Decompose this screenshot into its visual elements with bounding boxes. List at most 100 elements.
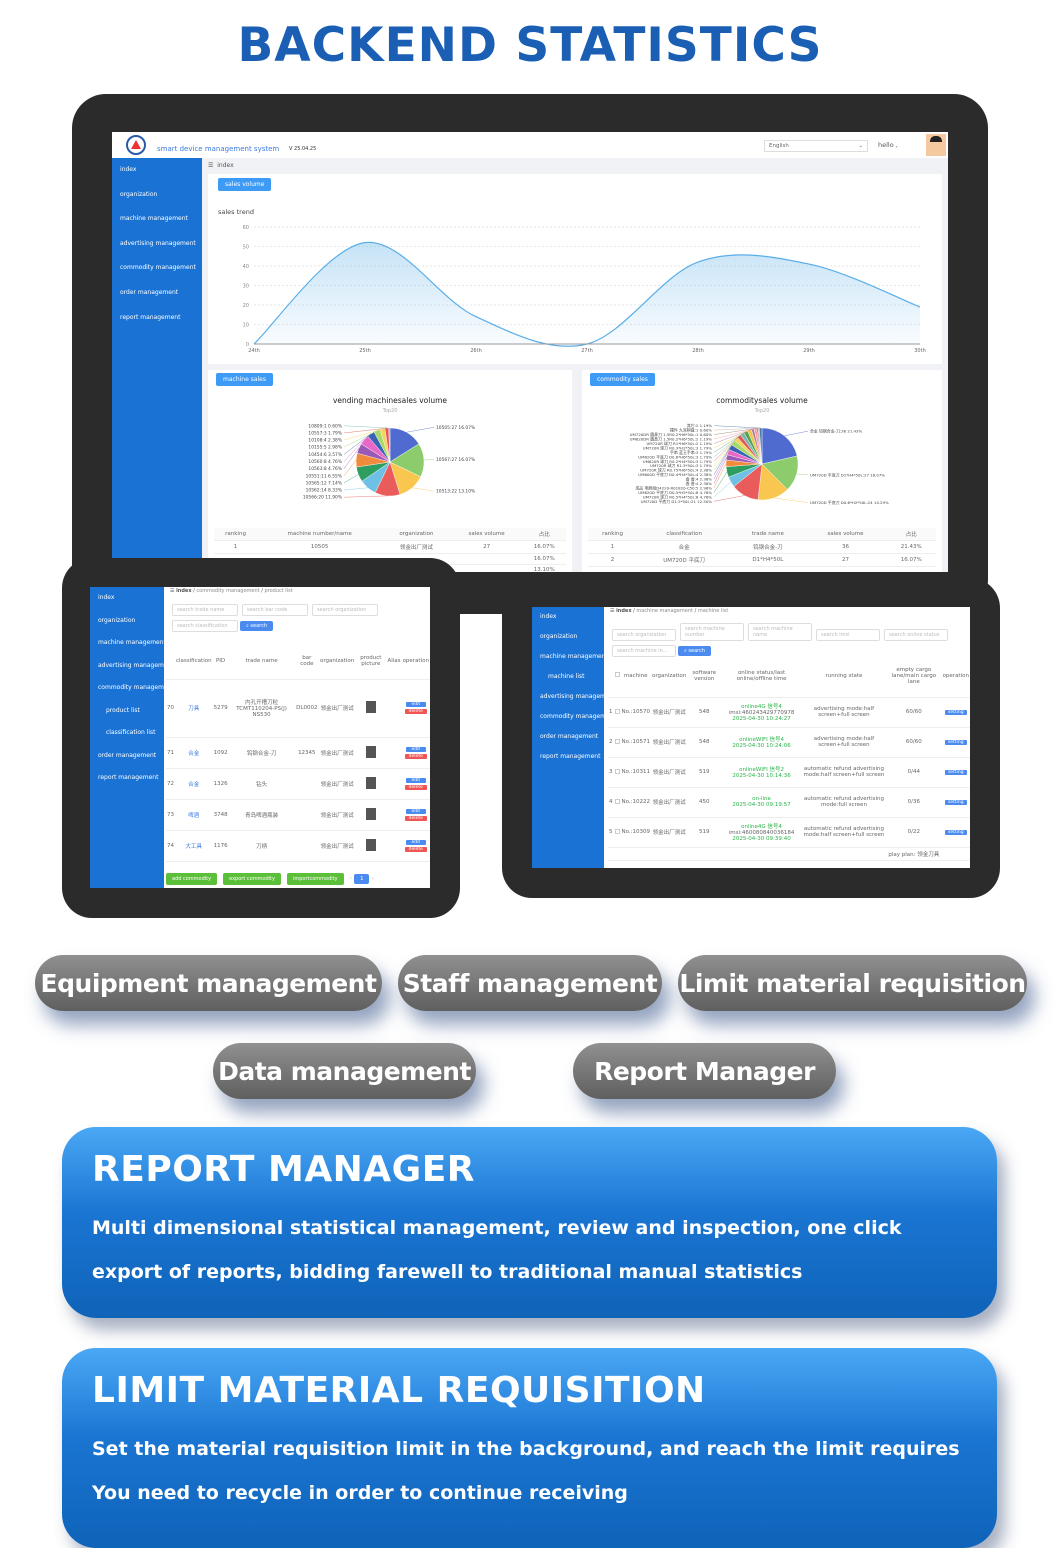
sidebar-item[interactable]: advertising management bbox=[120, 239, 196, 247]
filter-input[interactable]: search machine name bbox=[748, 623, 812, 641]
setting-button[interactable]: setting bbox=[944, 799, 967, 805]
row-checkbox[interactable] bbox=[614, 738, 620, 744]
breadcrumb-item[interactable]: machine list bbox=[697, 608, 729, 614]
action-button[interactable]: importcommodity bbox=[286, 873, 344, 885]
filter-input[interactable]: search classification bbox=[172, 620, 238, 632]
menu-icon[interactable]: ☰ bbox=[208, 162, 214, 169]
sidebar-item[interactable]: machine management bbox=[120, 215, 188, 223]
tab-commodity-sales[interactable]: commodity sales bbox=[590, 373, 655, 386]
pie-label: 香 香:4 2.38% bbox=[686, 481, 713, 486]
row-index: 72 bbox=[166, 768, 175, 800]
online-status: onlineWIFI 信号4 bbox=[739, 737, 784, 743]
edit-button[interactable]: edit bbox=[405, 746, 426, 752]
row-checkbox[interactable] bbox=[614, 828, 620, 834]
sidebar-item[interactable]: machine management bbox=[98, 639, 166, 646]
tab-machine-sales[interactable]: machine sales bbox=[216, 373, 273, 386]
sidebar-item[interactable]: commodity management bbox=[540, 713, 616, 720]
sidebar-item[interactable]: machine list bbox=[548, 673, 585, 680]
setting-button[interactable]: setting bbox=[944, 829, 967, 835]
sidebar-item[interactable]: report management bbox=[98, 774, 159, 781]
classification-link[interactable]: 大工具 bbox=[175, 830, 213, 862]
sidebar-item[interactable]: advertising management bbox=[540, 693, 616, 700]
breadcrumb-item[interactable]: index bbox=[616, 608, 632, 614]
breadcrumb-item[interactable]: index bbox=[176, 588, 192, 594]
sidebar-item[interactable]: advertising management bbox=[98, 661, 174, 669]
breadcrumb-item[interactable]: commodity management bbox=[196, 588, 260, 594]
next-page-icon[interactable]: › bbox=[371, 875, 375, 882]
version: V 25.04.25 bbox=[289, 146, 317, 152]
edit-button[interactable]: edit bbox=[405, 839, 426, 845]
page-1[interactable]: 1 bbox=[354, 874, 370, 884]
sidebar-item[interactable]: classification list bbox=[106, 729, 156, 736]
sidebar-item[interactable]: commodity management bbox=[98, 684, 174, 691]
filter-input[interactable]: search organization bbox=[312, 604, 378, 616]
row-checkbox[interactable] bbox=[614, 708, 620, 714]
label-leader bbox=[713, 425, 761, 429]
delete-button[interactable]: delete bbox=[404, 784, 427, 790]
filter-input[interactable]: search imsi bbox=[816, 629, 880, 641]
search-button[interactable]: ⌕ search bbox=[678, 646, 711, 656]
sidebar-item[interactable]: machine management bbox=[540, 653, 608, 660]
edit-button[interactable]: edit bbox=[405, 777, 426, 783]
classification-link[interactable]: 合金 bbox=[175, 737, 213, 769]
prev-page-icon[interactable]: ‹ bbox=[349, 875, 352, 882]
row-checkbox[interactable] bbox=[614, 798, 620, 804]
filter-input[interactable]: search organization bbox=[612, 629, 676, 641]
last-online-time: 2025-04-30 10:24:27 bbox=[732, 716, 791, 722]
action-button[interactable]: add commodity bbox=[166, 873, 218, 885]
software-version: 519 bbox=[687, 817, 722, 848]
delete-button[interactable]: delete bbox=[404, 709, 427, 714]
row-index: 2 bbox=[608, 727, 614, 758]
setting-button[interactable]: setting bbox=[944, 739, 967, 745]
classification-link[interactable]: 啤酒 bbox=[175, 799, 213, 831]
breadcrumb-item[interactable]: machine management bbox=[636, 608, 693, 614]
classification-link[interactable]: 合金 bbox=[175, 768, 213, 800]
sidebar-item[interactable]: organization bbox=[98, 616, 136, 624]
table-row: 1 No.:10570 领金出厂测试 548 online4G 信号4 imsi:4602… bbox=[608, 697, 970, 728]
setting-button[interactable]: setting bbox=[944, 769, 967, 775]
label-leader bbox=[713, 457, 727, 484]
sidebar-item[interactable]: organization bbox=[120, 190, 158, 198]
product-picture bbox=[365, 701, 376, 713]
table-row: 1 10505 领金出厂测试 27 16.07% bbox=[214, 540, 566, 554]
sidebar-item[interactable]: report management bbox=[540, 753, 601, 760]
sidebar-item[interactable]: commodity management bbox=[120, 264, 196, 272]
delete-button[interactable]: delete bbox=[404, 846, 427, 852]
filter-input[interactable]: search trade name bbox=[172, 604, 238, 616]
pie-label: UM720D 平底刀 D0.6*H2*50L:24 14.29% bbox=[810, 500, 889, 505]
edit-button[interactable]: edit bbox=[405, 702, 426, 707]
sidebar-item[interactable]: index bbox=[540, 613, 557, 620]
sidebar-item[interactable]: report management bbox=[120, 313, 181, 321]
classification-link[interactable]: 刀具 bbox=[175, 679, 213, 738]
filter-input[interactable]: search machine number bbox=[680, 623, 744, 641]
avatar[interactable] bbox=[926, 134, 946, 156]
chevron-down-icon: ⌄ bbox=[858, 143, 863, 149]
menu-icon[interactable]: ☰ bbox=[170, 588, 175, 594]
action-button[interactable]: export commodity bbox=[223, 873, 281, 885]
row-checkbox[interactable] bbox=[614, 768, 620, 774]
sidebar-item[interactable]: order management bbox=[98, 751, 157, 759]
menu-icon[interactable]: ☰ bbox=[610, 608, 615, 614]
delete-button[interactable]: delete bbox=[404, 753, 427, 759]
sidebar-item[interactable]: order management bbox=[540, 733, 599, 740]
table-row: 2 No.:10571 领金出厂测试 548 onlineWIFI 信号4 2025-04… bbox=[608, 727, 970, 758]
sidebar-item[interactable]: organization bbox=[540, 633, 578, 640]
breadcrumb-item[interactable]: product list bbox=[264, 588, 293, 594]
sidebar-item[interactable]: order management bbox=[120, 288, 179, 296]
sidebar-item[interactable]: index bbox=[120, 166, 137, 173]
trade-name: 钨钢合金-刀 bbox=[228, 737, 295, 769]
footer-actions: add commodity export commodity importcommo… bbox=[166, 873, 430, 885]
delete-button[interactable]: delete bbox=[404, 815, 427, 821]
edit-button[interactable]: edit bbox=[405, 808, 426, 814]
select-all-checkbox[interactable] bbox=[614, 672, 620, 678]
last-online-time: 2025-04-30 10:24:06 bbox=[732, 743, 791, 749]
filter-input[interactable]: search bar code bbox=[242, 604, 308, 616]
language-select[interactable]: English ⌄ bbox=[764, 140, 868, 152]
search-button[interactable]: ⌕ search bbox=[240, 621, 273, 631]
pie-label: UM720D 平底刀 D1.5*50L:21 12.50% bbox=[641, 499, 713, 504]
setting-button[interactable]: setting bbox=[944, 709, 967, 715]
sidebar-item[interactable]: index bbox=[98, 594, 115, 601]
tab-sales-volume[interactable]: sales volume bbox=[218, 178, 272, 191]
sidebar-item[interactable]: product list bbox=[106, 706, 140, 714]
filter-input[interactable]: search online status bbox=[884, 629, 948, 641]
